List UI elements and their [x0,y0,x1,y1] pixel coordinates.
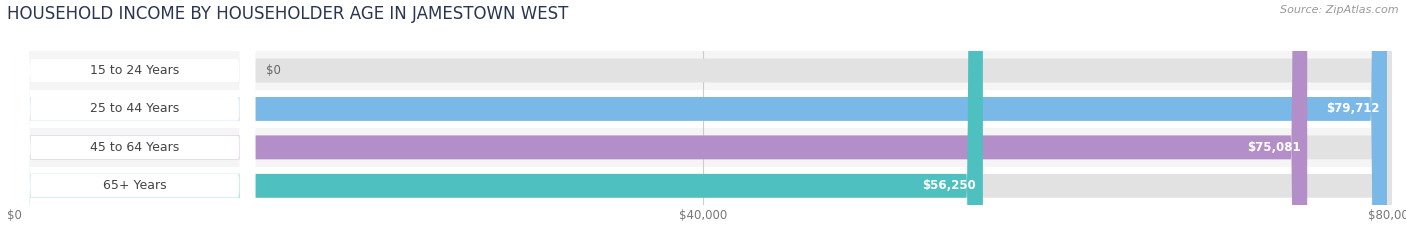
Bar [14,51,1392,90]
FancyBboxPatch shape [14,0,256,233]
Text: $79,712: $79,712 [1327,103,1381,115]
FancyBboxPatch shape [14,0,1386,233]
Text: 25 to 44 Years: 25 to 44 Years [90,103,179,115]
FancyBboxPatch shape [14,0,1308,233]
FancyBboxPatch shape [14,0,983,233]
Text: Source: ZipAtlas.com: Source: ZipAtlas.com [1281,5,1399,15]
FancyBboxPatch shape [14,0,256,233]
Bar [14,167,1392,205]
FancyBboxPatch shape [14,0,1392,233]
Text: $0: $0 [266,64,281,77]
FancyBboxPatch shape [14,0,1392,233]
Bar [14,128,1392,167]
FancyBboxPatch shape [14,0,256,233]
FancyBboxPatch shape [14,0,1392,233]
Text: $56,250: $56,250 [922,179,976,192]
Text: 45 to 64 Years: 45 to 64 Years [90,141,179,154]
FancyBboxPatch shape [14,0,1392,233]
Text: 15 to 24 Years: 15 to 24 Years [90,64,179,77]
Text: $75,081: $75,081 [1247,141,1301,154]
Text: 65+ Years: 65+ Years [103,179,166,192]
FancyBboxPatch shape [14,0,256,233]
Text: HOUSEHOLD INCOME BY HOUSEHOLDER AGE IN JAMESTOWN WEST: HOUSEHOLD INCOME BY HOUSEHOLDER AGE IN J… [7,5,568,23]
Bar [14,90,1392,128]
